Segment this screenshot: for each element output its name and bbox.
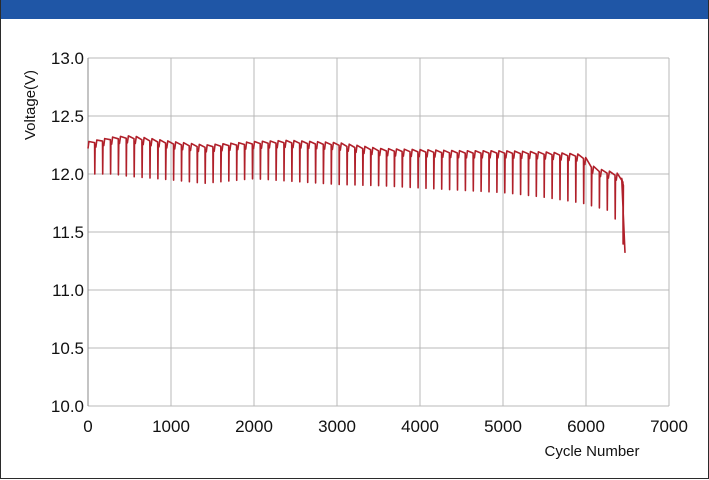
x-axis-title: Cycle Number [544,443,639,460]
grid [87,57,670,407]
tick-labels: 0 1000 2000 3000 4000 5000 6000 7000 10.0 10.5 11.… [51,49,688,436]
x-tick-label: 1000 [152,417,190,436]
y-tick-label: 12.0 [51,165,84,184]
x-tick-label: 5000 [484,417,522,436]
voltage-series-line [87,135,626,253]
x-tick-label: 6000 [567,417,605,436]
header-bar [1,0,708,19]
y-tick-label: 11.5 [52,223,84,242]
x-tick-label: 2000 [235,417,273,436]
y-tick-label: 10.0 [51,397,84,416]
y-tick-label: 12.5 [51,107,84,126]
y-tick-label: 13.0 [51,49,84,68]
series [87,135,626,253]
y-tick-label: 11.0 [52,281,84,300]
y-tick-label: 10.5 [51,339,84,358]
x-tick-label: 4000 [401,417,439,436]
x-tick-label: 3000 [318,417,356,436]
y-axis-title: Voltage(V) [22,70,39,140]
x-tick-label: 0 [83,417,92,436]
x-tick-label: 7000 [650,417,688,436]
